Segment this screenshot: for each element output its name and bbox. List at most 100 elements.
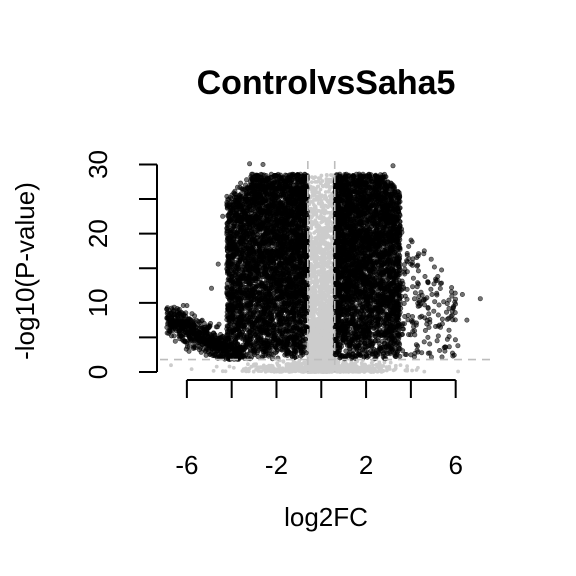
nonsig-point	[189, 367, 194, 371]
nonsig-point	[375, 369, 380, 374]
nonsig-point	[247, 366, 252, 371]
nonsig-point	[329, 199, 333, 204]
nonsig-point	[324, 329, 329, 334]
nonsig-point	[261, 363, 266, 368]
nonsig-point	[329, 242, 333, 246]
nonsig-point	[388, 360, 393, 365]
nonsig-point	[320, 290, 325, 294]
nonsig-point	[326, 269, 331, 274]
nonsig-point	[281, 359, 286, 363]
nonsig-point	[313, 365, 318, 370]
nonsig-point	[169, 363, 173, 368]
nonsig-point	[327, 265, 332, 269]
nonsig-point	[324, 173, 329, 177]
nonsig-point	[322, 226, 327, 230]
nonsig-point	[322, 296, 327, 300]
nonsig-point	[328, 353, 333, 358]
nonsig-point	[351, 366, 356, 370]
nonsig-point	[319, 173, 324, 178]
nonsig-point	[269, 369, 274, 374]
chart-title: ControlvsSaha5	[197, 64, 456, 102]
nonsig-point	[211, 369, 216, 373]
nonsig-point	[456, 369, 460, 374]
nonsig-point	[263, 369, 268, 374]
nonsig-point	[312, 197, 316, 202]
nonsig-point	[362, 362, 367, 367]
nonsig-point	[309, 286, 314, 291]
nonsig-point	[279, 370, 284, 374]
nonsig-point	[301, 370, 306, 374]
nonsig-point	[325, 199, 330, 204]
nonsig-point	[269, 363, 274, 368]
nonsig-point	[325, 282, 330, 287]
nonsig-point	[403, 368, 408, 373]
nonsig-point	[223, 369, 228, 374]
nonsig-point	[325, 179, 329, 184]
nonsig-point	[231, 365, 236, 370]
nonsig-point	[317, 264, 321, 268]
nonsig-point	[313, 175, 318, 180]
nonsig-point	[278, 366, 282, 371]
nonsig-point	[327, 300, 331, 304]
nonsig-point	[336, 360, 341, 365]
nonsig-point	[309, 257, 314, 261]
nonsig-point	[310, 175, 314, 180]
nonsig-point	[345, 366, 350, 370]
nonsig-point	[318, 338, 323, 343]
nonsig-point	[214, 364, 219, 369]
nonsig-point	[328, 257, 332, 261]
nonsig-point	[326, 317, 330, 322]
nonsig-point	[318, 193, 323, 198]
nonsig-point	[369, 361, 374, 365]
nonsig-point	[313, 292, 317, 296]
nonsig-point	[344, 362, 349, 366]
nonsig-point	[309, 250, 314, 255]
nonsig-point	[317, 300, 321, 305]
nonsig-point	[319, 247, 324, 252]
nonsig-point	[344, 369, 348, 374]
nonsig-point	[227, 364, 232, 369]
nonsig-point	[220, 369, 225, 374]
nonsig-point	[335, 367, 340, 372]
nonsig-point	[288, 362, 293, 367]
nonsig-point	[320, 256, 325, 260]
nonsig-point	[398, 363, 403, 367]
nonsig-point	[312, 192, 317, 197]
nonsig-point	[326, 292, 331, 296]
nonsig-point	[368, 368, 373, 373]
nonsig-point	[290, 367, 294, 372]
nonsig-point	[313, 352, 318, 357]
plot-area	[160, 161, 496, 374]
nonsig-point	[319, 209, 324, 214]
nonsig-point	[313, 336, 318, 340]
nonsig-point	[326, 364, 331, 369]
nonsig-point	[317, 305, 322, 310]
nonsig-point	[296, 362, 300, 367]
nonsig-point	[355, 365, 360, 370]
nonsig-point	[318, 240, 322, 244]
nonsig-point	[326, 189, 331, 194]
nonsig-point	[321, 232, 325, 236]
nonsig-point	[259, 369, 264, 373]
nonsig-point	[324, 287, 329, 292]
nonsig-point	[316, 184, 321, 189]
nonsig-point	[392, 367, 397, 372]
nonsig-point	[317, 344, 322, 348]
nonsig-point	[311, 308, 315, 312]
nonsig-point	[314, 223, 319, 228]
nonsig-point	[317, 228, 322, 233]
nonsig-point	[312, 280, 317, 284]
nonsig-point	[313, 206, 318, 211]
nonsig-point	[246, 362, 250, 367]
nonsig-point	[309, 365, 314, 370]
nonsig-point	[244, 366, 248, 371]
nonsig-point	[295, 368, 300, 372]
nonsig-point	[372, 367, 377, 371]
nonsig-point	[317, 323, 322, 327]
nonsig-point	[322, 267, 327, 271]
nonsig-point	[324, 184, 329, 189]
nonsig-point	[308, 313, 313, 318]
nonsig-point	[316, 236, 320, 241]
nonsig-point	[387, 364, 392, 369]
nonsig-point	[326, 220, 331, 224]
